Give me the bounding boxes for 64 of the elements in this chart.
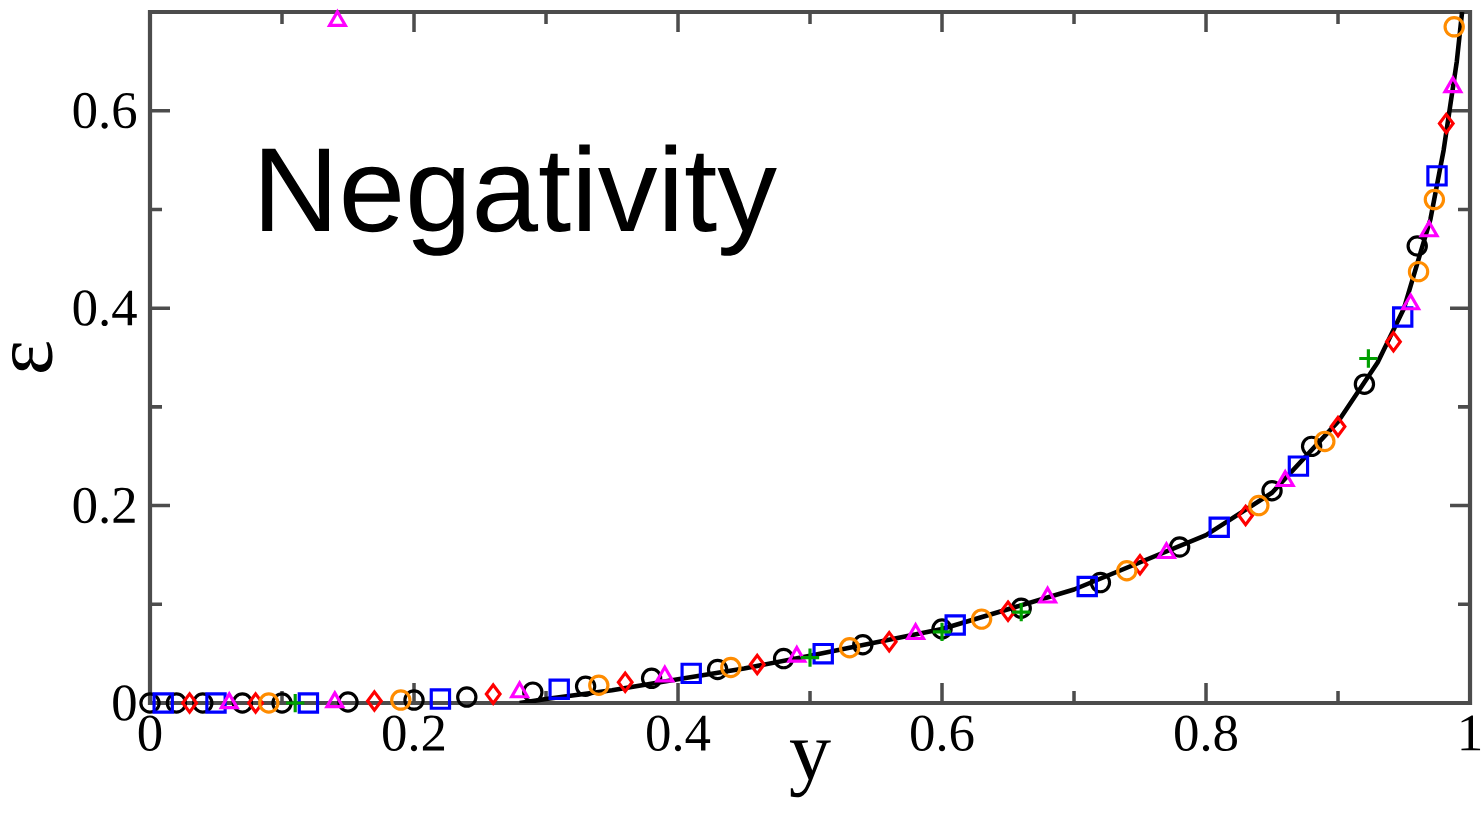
point [748,653,766,676]
point [365,690,383,712]
point [484,683,502,705]
point [327,10,347,28]
x-tick-label: 0.8 [1175,715,1237,752]
point [574,675,597,697]
point [1329,415,1347,438]
point [219,692,239,710]
point [1443,76,1463,94]
point [812,642,834,665]
point [403,689,425,711]
point [548,678,570,700]
point [1423,188,1446,211]
x-axis-title: y [789,740,831,798]
x-tick-label: 0.4 [647,715,711,752]
point [616,671,634,693]
point [799,646,821,669]
point [1406,235,1428,257]
point [1237,504,1255,527]
point [258,692,280,714]
point [181,692,199,714]
y-tick-label: 0 [113,685,136,721]
point [1437,112,1455,135]
point [1407,260,1430,283]
point [1156,542,1176,560]
point [1357,347,1380,370]
point [152,692,174,714]
point [1443,16,1465,38]
point [944,614,966,636]
point [284,692,306,714]
point [1401,293,1421,311]
point [999,600,1017,622]
point [838,637,861,659]
point [325,691,345,709]
point [1275,470,1295,488]
x-tick-label: 0 [138,715,162,751]
point [1426,165,1448,187]
point [970,608,993,630]
y-axis-title: ε [11,342,53,372]
point [297,692,320,714]
point [1116,560,1138,582]
point [390,689,412,711]
annotation: Negativity [262,144,777,256]
point [720,656,742,679]
point [880,631,898,653]
y-tick-label: 0.6 [73,92,137,129]
point [588,674,610,696]
y-tick-label: 0.2 [73,487,135,524]
point [1287,455,1310,477]
x-tick-label: 0.2 [383,715,445,752]
point [906,623,926,641]
point [1385,331,1402,353]
point [456,686,478,708]
x-tick-label: 0.6 [911,715,974,752]
x-tick-label: 1 [1461,715,1481,751]
point [1419,220,1439,238]
point [1314,430,1336,453]
point [1353,373,1376,395]
point [680,662,702,685]
point [1076,575,1098,598]
point [1208,516,1230,539]
y-tick-label: 0.4 [73,290,137,327]
point [429,688,452,710]
point [1248,494,1270,517]
